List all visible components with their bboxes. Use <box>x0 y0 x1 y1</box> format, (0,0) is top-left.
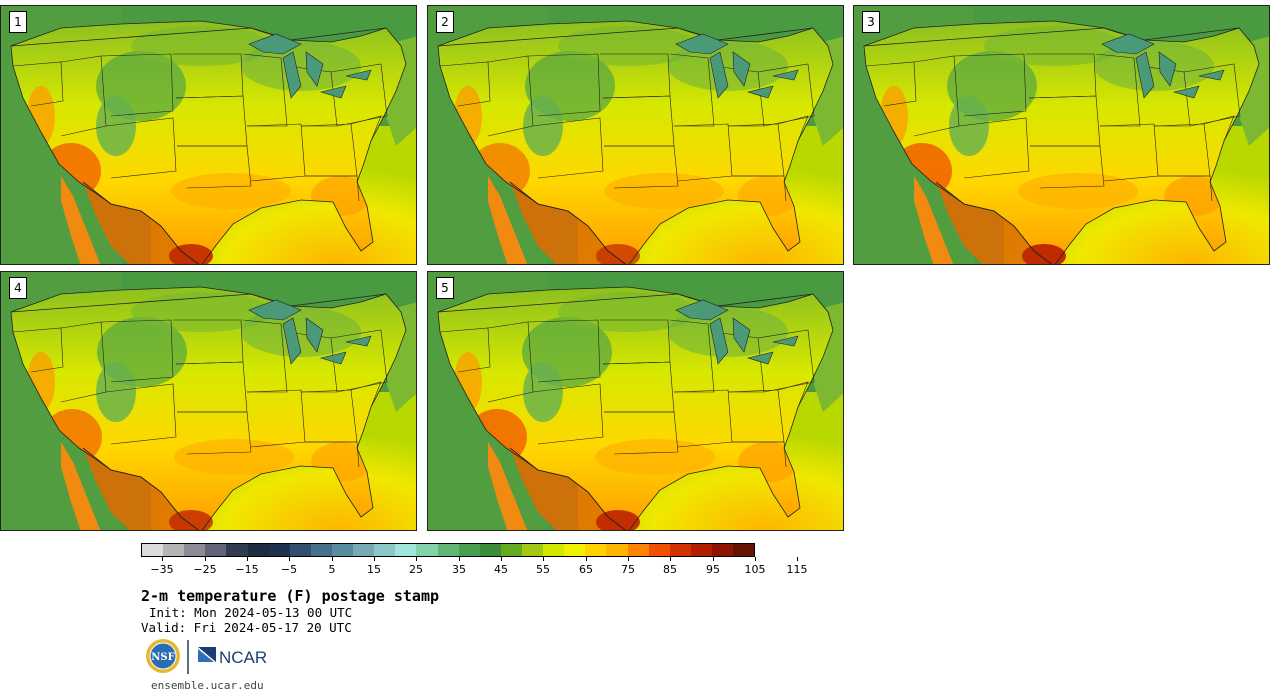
stamp-map-1: 1 <box>0 5 417 265</box>
colorbar-tick <box>543 557 544 561</box>
colorbar-segment <box>627 544 649 556</box>
colorbar-tick-label: 55 <box>536 563 550 576</box>
nsf-ncar-logo: NSF NCAR <box>146 639 267 674</box>
colorbar-segment <box>458 544 480 556</box>
plot-title: 2-m temperature (F) postage stamp <box>141 587 440 605</box>
stamp-number: 2 <box>436 11 454 33</box>
colorbar-segment <box>268 544 290 556</box>
colorbar-segment <box>500 544 522 556</box>
temperature-map <box>428 6 843 264</box>
colorbar-segment <box>247 544 269 556</box>
colorbar-segment <box>353 544 375 556</box>
colorbar-tick <box>162 557 163 561</box>
svg-text:NCAR: NCAR <box>219 648 267 667</box>
stamp-map-3: 3 <box>853 5 1270 265</box>
logos: NSF NCAR <box>145 638 275 676</box>
colorbar-tick <box>289 557 290 561</box>
colorbar-tick <box>755 557 756 561</box>
colorbar-tick <box>628 557 629 561</box>
colorbar-tick-label: 95 <box>706 563 720 576</box>
colorbar-segment <box>521 544 544 556</box>
colorbar-segment <box>205 544 227 556</box>
colorbar-segment <box>226 544 248 556</box>
colorbar-tick-label: 35 <box>452 563 466 576</box>
colorbar-tick <box>670 557 671 561</box>
colorbar-tick <box>205 557 206 561</box>
colorbar-segment <box>669 544 691 556</box>
colorbar-segment <box>690 544 712 556</box>
colorbar-tick <box>797 557 798 561</box>
colorbar-tick-label: 25 <box>409 563 423 576</box>
stamp-map-4: 4 <box>0 271 417 531</box>
colorbar-segment <box>184 544 206 556</box>
colorbar-tick-label: 85 <box>663 563 677 576</box>
nsf-logo: NSF <box>146 639 180 673</box>
valid-time: Valid: Fri 2024-05-17 20 UTC <box>141 620 352 635</box>
ncar-logo: NCAR <box>198 647 267 667</box>
colorbar-segment <box>289 544 311 556</box>
colorbar-segment <box>543 544 565 556</box>
colorbar-tick-label: −15 <box>235 563 259 576</box>
colorbar-segment <box>711 544 734 556</box>
colorbar-segment <box>606 544 628 556</box>
colorbar-tick <box>332 557 333 561</box>
colorbar-ticks: −35 −25 −15 −5 5 15 25 35 45 55 65 75 85 95 105 115 <box>141 557 808 581</box>
colorbar-tick <box>459 557 460 561</box>
colorbar-segment <box>437 544 459 556</box>
colorbar-segment <box>585 544 607 556</box>
colorbar-tick <box>247 557 248 561</box>
colorbar-tick-label: 5 <box>328 563 336 576</box>
colorbar-tick <box>713 557 714 561</box>
colorbar-segment <box>163 544 185 556</box>
colorbar-segment <box>374 544 396 556</box>
colorbar-tick <box>586 557 587 561</box>
colorbar-segment <box>310 544 332 556</box>
temperature-map <box>1 272 416 530</box>
stamp-number: 4 <box>9 277 27 299</box>
svg-text:NSF: NSF <box>151 652 174 663</box>
colorbar-tick <box>416 557 417 561</box>
colorbar-tick-label: 115 <box>786 563 808 576</box>
stamp-map-5: 5 <box>427 271 844 531</box>
colorbar-segment <box>331 544 354 556</box>
stamp-number: 5 <box>436 277 454 299</box>
colorbar-tick-label: 45 <box>494 563 508 576</box>
colorbar-tick-label: 15 <box>367 563 381 576</box>
colorbar-segment <box>142 544 164 556</box>
colorbar-tick-label: 65 <box>579 563 593 576</box>
website-link[interactable]: ensemble.ucar.edu <box>151 679 264 692</box>
colorbar-segment <box>479 544 501 556</box>
colorbar-segment <box>395 544 417 556</box>
colorbar-segment <box>416 544 438 556</box>
colorbar-tick-label: −25 <box>193 563 217 576</box>
init-time: Init: Mon 2024-05-13 00 UTC <box>149 605 353 620</box>
temperature-colorbar <box>141 543 755 557</box>
colorbar-tick-label: −35 <box>150 563 174 576</box>
temperature-map <box>428 272 843 530</box>
colorbar-tick-label: −5 <box>280 563 298 576</box>
stamp-number: 3 <box>862 11 880 33</box>
colorbar-tick <box>374 557 375 561</box>
stamp-number: 1 <box>9 11 27 33</box>
temperature-map <box>854 6 1269 264</box>
stamp-map-2: 2 <box>427 5 844 265</box>
colorbar-tick-label: 105 <box>744 563 766 576</box>
colorbar-segment <box>648 544 670 556</box>
colorbar-tick <box>501 557 502 561</box>
colorbar-tick-label: 75 <box>621 563 635 576</box>
temperature-map <box>1 6 416 264</box>
colorbar-segment <box>564 544 586 556</box>
colorbar-segment <box>733 544 755 556</box>
